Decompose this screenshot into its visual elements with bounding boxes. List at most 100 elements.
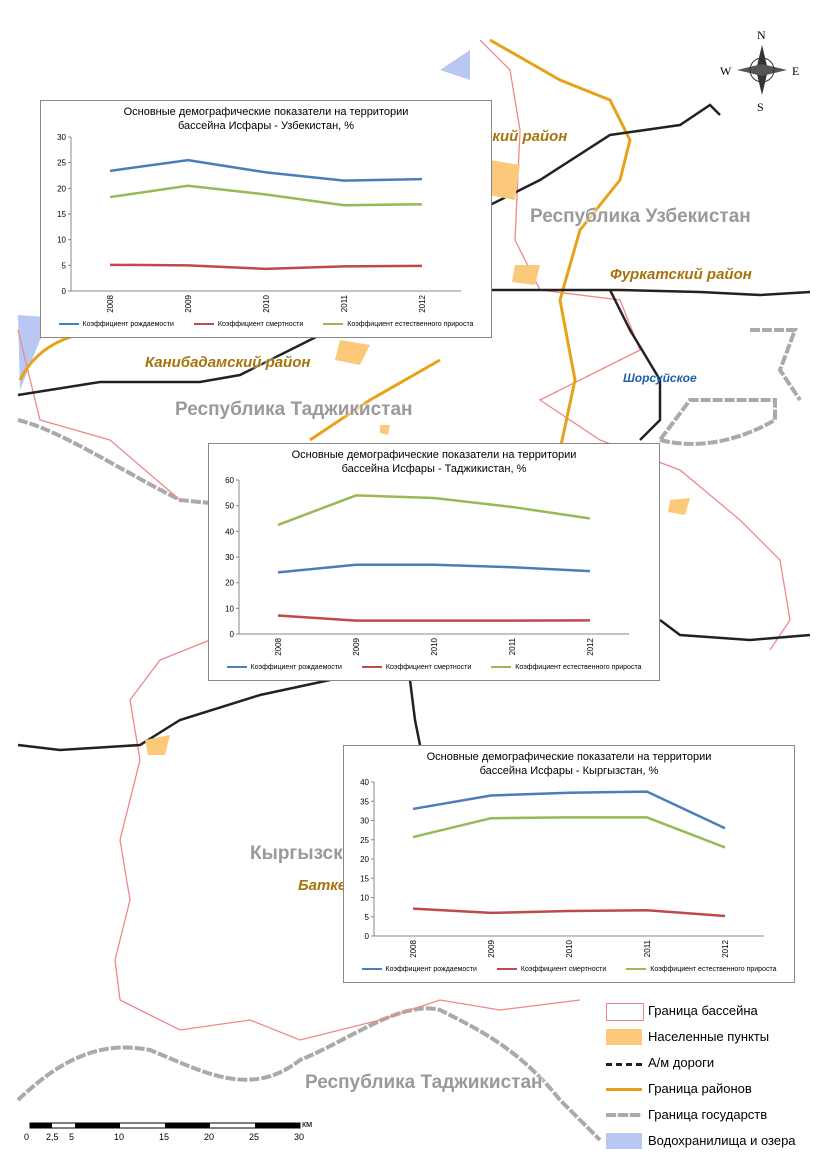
y-tick-label: 0 xyxy=(62,287,67,296)
chart: Основные демографические показатели на т… xyxy=(208,443,660,681)
plot: 0 10 20 30 40 50 60 2008 2009 2010 2011 2012 xyxy=(225,476,629,656)
x-tick-label: 2011 xyxy=(508,637,517,655)
legend-swatch xyxy=(323,323,344,326)
legend-item: Коэффициент естественного прироста xyxy=(626,966,776,973)
legend-text: А/м дороги xyxy=(648,1055,715,1070)
chart-title: Основные демографические показатели на т… xyxy=(123,106,409,132)
legend-text: Коэффициент естественного прироста xyxy=(515,664,642,671)
scale-label: 2,5 xyxy=(46,1132,59,1142)
chart-title: Основные демографические показатели на т… xyxy=(291,449,577,475)
series-line xyxy=(109,158,423,182)
chart-title: Основные демографические показатели на т… xyxy=(426,751,712,777)
y-tick-label: 0 xyxy=(230,630,235,639)
legend-swatch xyxy=(606,1088,642,1091)
series-line xyxy=(277,614,591,622)
series-line xyxy=(109,263,423,271)
map-label: Республика Таджикистан xyxy=(175,399,413,420)
legend-text: Коэффициент рождаемости xyxy=(82,321,174,328)
plot: 0 5 10 15 20 25 30 2008 2009 2010 2011 2012 xyxy=(57,133,461,313)
legend-swatch xyxy=(606,1133,642,1149)
series-line xyxy=(277,494,591,527)
legend-text: Коэффициент смертности xyxy=(385,664,472,671)
map-label: Шорсуйское xyxy=(623,371,697,385)
y-tick-label: 35 xyxy=(360,797,369,806)
x-tick-label: 2009 xyxy=(352,637,361,655)
y-tick-label: 20 xyxy=(360,855,369,864)
x-tick-label: 2012 xyxy=(586,637,595,655)
legend-swatch xyxy=(606,1029,642,1045)
legend-text: Коэффициент рождаемости xyxy=(385,966,477,973)
map-label: Республика Узбекистан xyxy=(530,206,751,227)
legend-text: Коэффициент смертности xyxy=(520,966,607,973)
x-tick-label: 2008 xyxy=(409,939,418,957)
legend-text: Водохранилища и озера xyxy=(648,1133,796,1148)
map-label: Канибадамский район xyxy=(145,354,311,371)
legend-swatch xyxy=(496,968,517,971)
y-tick-label: 20 xyxy=(225,579,234,588)
legend-item: Коэффициент рождаемости xyxy=(226,664,342,671)
y-tick-label: 10 xyxy=(225,604,234,613)
scale-bar xyxy=(29,1122,301,1129)
series-line xyxy=(412,790,726,830)
x-tick-label: 2011 xyxy=(643,939,652,957)
compass-letter: N xyxy=(757,28,766,42)
y-tick-label: 30 xyxy=(225,553,234,562)
legend-swatch xyxy=(606,1113,642,1117)
x-tick-label: 2010 xyxy=(430,637,439,655)
legend-swatch xyxy=(606,1003,644,1021)
compass-letter: S xyxy=(757,100,764,114)
map-label: Кыргызска xyxy=(250,843,354,864)
lake xyxy=(440,50,470,80)
series-line xyxy=(109,184,423,207)
series-line xyxy=(412,907,726,918)
scale-label: 5 xyxy=(69,1132,75,1142)
x-tick-label: 2009 xyxy=(487,939,496,957)
compass xyxy=(737,45,787,95)
legend-text: Коэффициент естественного прироста xyxy=(347,321,474,328)
x-tick-label: 2008 xyxy=(274,637,283,655)
chart: Основные демографические показатели на т… xyxy=(343,745,795,983)
legend-swatch xyxy=(361,968,382,971)
legend-item: Коэффициент смертности xyxy=(361,664,472,671)
scale-unit: км xyxy=(302,1119,313,1129)
y-tick-label: 60 xyxy=(225,476,234,485)
legend-text: Населенные пункты xyxy=(648,1029,770,1044)
y-tick-label: 30 xyxy=(57,133,66,142)
legend-item: Коэффициент рождаемости xyxy=(361,966,477,973)
legend-item: Коэффициент естественного прироста xyxy=(323,321,473,328)
compass-letter: E xyxy=(792,64,800,78)
legend-swatch xyxy=(491,666,512,669)
y-tick-label: 40 xyxy=(225,527,234,536)
scale-label: 25 xyxy=(249,1132,260,1142)
state-borders xyxy=(16,328,802,1142)
legend: Коэффициент рождаемости Коэффициент смерт… xyxy=(209,664,659,671)
y-tick-label: 10 xyxy=(360,894,369,903)
map-label: Республика Таджикистан xyxy=(305,1072,543,1093)
legend-text: Коэффициент естественного прироста xyxy=(650,966,777,973)
x-tick-label: 2011 xyxy=(340,294,349,312)
scale-label: 20 xyxy=(204,1132,215,1142)
scale-label: 30 xyxy=(294,1132,305,1142)
legend-text: Граница районов xyxy=(648,1081,752,1096)
y-tick-label: 50 xyxy=(225,502,234,511)
y-tick-label: 25 xyxy=(57,159,66,168)
y-tick-label: 30 xyxy=(360,817,369,826)
plot: 0 5 10 15 20 25 30 35 40 2008 2009 2010 2011 2012 xyxy=(360,778,764,958)
x-tick-label: 2010 xyxy=(262,294,271,312)
chart: Основные демографические показатели на т… xyxy=(40,100,492,338)
legend-swatch xyxy=(606,1063,642,1066)
legend-item: Коэффициент смертности xyxy=(193,321,303,328)
legend: Коэффициент рождаемости Коэффициент смерт… xyxy=(344,966,794,973)
x-tick-label: 2008 xyxy=(106,294,115,312)
x-tick-label: 2010 xyxy=(565,939,574,957)
legend-item: Коэффициент смертности xyxy=(496,966,607,973)
y-tick-label: 20 xyxy=(57,184,66,193)
legend-text: Граница бассейна xyxy=(648,1003,758,1018)
scale-label: 15 xyxy=(159,1132,170,1142)
y-tick-label: 15 xyxy=(57,210,66,219)
lake xyxy=(18,315,60,390)
legend-swatch xyxy=(226,666,247,669)
legend-swatch xyxy=(58,323,79,326)
legend-text: Граница государств xyxy=(648,1107,768,1122)
